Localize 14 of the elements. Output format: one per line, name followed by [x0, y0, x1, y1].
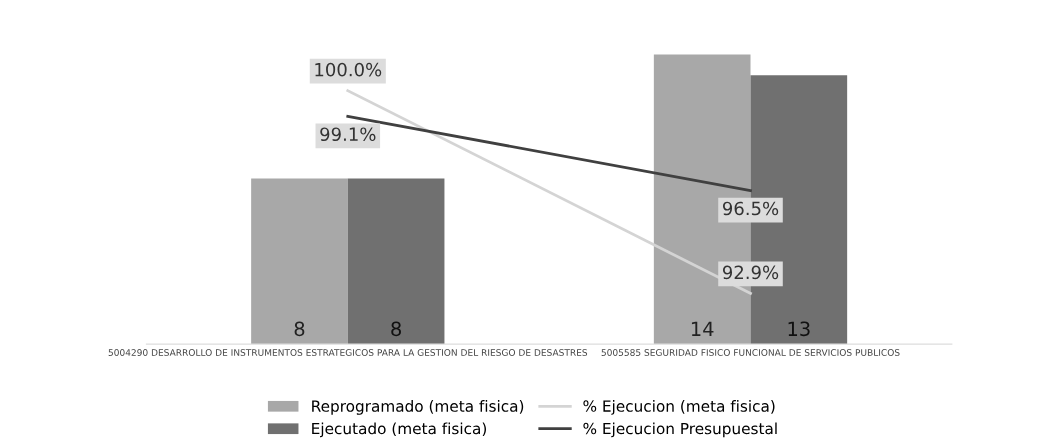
data-label: 8: [294, 321, 305, 337]
legend-label: Reprogramado (meta fisica): [312, 400, 524, 415]
data-label: 99.1%: [320, 127, 376, 142]
legend-label: % Ejecucion Presupuestal: [583, 422, 777, 438]
data-label: 100.0%: [315, 62, 382, 77]
data-label: 8: [391, 321, 401, 337]
data-label: 96.5%: [722, 201, 779, 216]
data-label: 14: [691, 321, 714, 336]
x-tick-label: 5005585 SEGURIDAD FISICO FUNCIONAL DE SERVICIOS PUBLICOS: [601, 349, 900, 356]
legend-label: Ejecutado (meta fisica): [312, 422, 487, 438]
data-label: 13: [788, 321, 810, 337]
data-label: 92.9%: [722, 265, 779, 280]
x-tick-label: 5004290 DESARROLLO DE INSTRUMENTOS ESTRATEGICOS PARA LA GESTION DEL RIESGO DE DESASTRES: [108, 349, 588, 356]
legend-label: % Ejecucion (meta fisica): [583, 400, 775, 415]
